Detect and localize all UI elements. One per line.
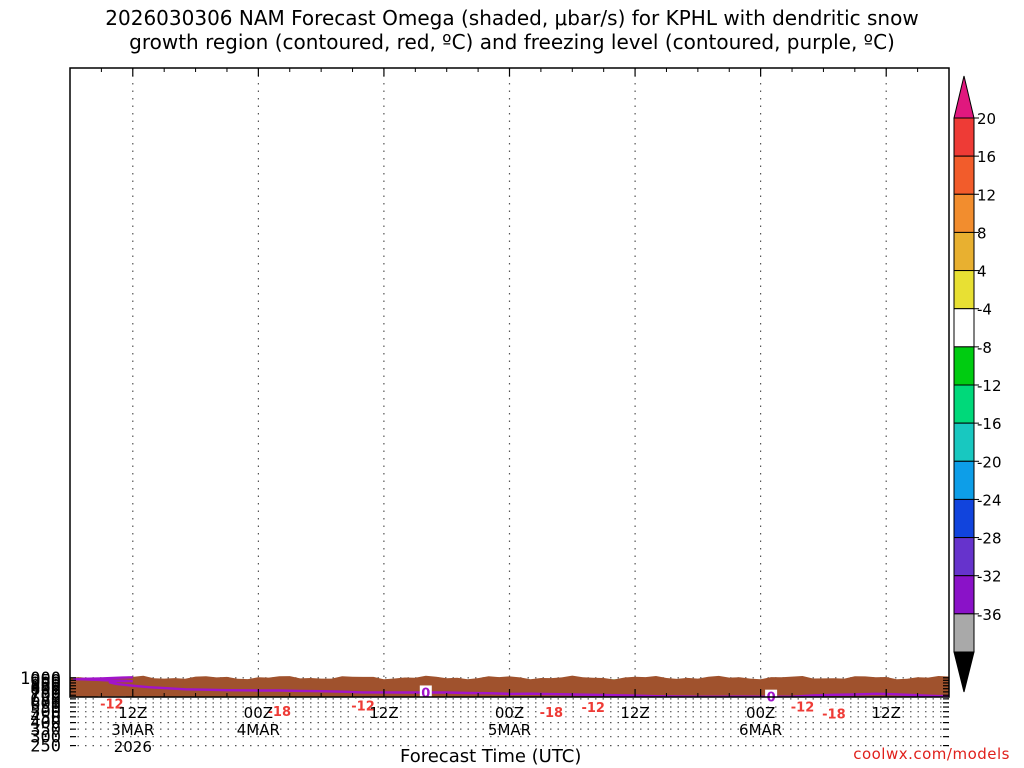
y-tick-label: 1000 bbox=[20, 669, 61, 689]
x-tick-label: 00Z bbox=[244, 704, 273, 722]
colorbar-swatch bbox=[953, 270, 975, 310]
y-tick-label: 850 bbox=[30, 677, 61, 697]
colorbar-swatch bbox=[953, 613, 975, 653]
colorbar-label: -36 bbox=[977, 606, 1002, 624]
colorbar-label: 16 bbox=[977, 148, 996, 166]
contour-freezing-level-label: 0 bbox=[421, 686, 430, 701]
contour-freezing-level bbox=[73, 677, 949, 697]
chart-title: 2026030306 NAM Forecast Omega (shaded, μ… bbox=[0, 6, 1024, 54]
x-tick-label: 12Z bbox=[118, 704, 147, 722]
colorbar-label: 4 bbox=[977, 263, 987, 281]
x-tick-label: 6MAR bbox=[739, 721, 782, 739]
x-axis-label: Forecast Time (UTC) bbox=[400, 746, 582, 767]
contour-freezing-level-label: 0 bbox=[767, 691, 776, 706]
contour-minus12-label-bg bbox=[579, 699, 608, 714]
colorbar-label: 8 bbox=[977, 224, 987, 242]
colorbar-bottom-arrow bbox=[953, 651, 975, 693]
contour-minus18-label-bg bbox=[819, 706, 848, 721]
omega-shaded-area bbox=[461, 724, 465, 734]
omega-shaded-area bbox=[710, 715, 713, 718]
colorbar-top-arrow bbox=[953, 75, 975, 119]
contour-minus12-label-bg bbox=[788, 699, 817, 714]
colorbar-label: -20 bbox=[977, 453, 1002, 471]
y-tick-label: 400 bbox=[30, 714, 61, 734]
x-tick-label: 5MAR bbox=[488, 721, 531, 739]
colorbar-swatch bbox=[953, 117, 975, 157]
colorbar-label: 12 bbox=[977, 186, 996, 204]
y-tick-label: 450 bbox=[30, 708, 61, 728]
y-tick-label: 950 bbox=[30, 671, 61, 691]
omega-shaded-area bbox=[394, 726, 398, 736]
x-tick-label: 00Z bbox=[495, 704, 524, 722]
colorbar-swatch bbox=[953, 193, 975, 233]
y-tick-label: 550 bbox=[30, 698, 61, 718]
x-tick-label: 12Z bbox=[369, 704, 398, 722]
contour-minus18-label: -18 bbox=[268, 705, 292, 720]
contour-minus12-label: -12 bbox=[351, 700, 375, 715]
omega-shaded-area bbox=[471, 706, 474, 711]
omega-shaded-area bbox=[362, 732, 374, 750]
omega-shaded-area bbox=[391, 723, 400, 742]
colorbar-swatch bbox=[953, 422, 975, 462]
colorbar-swatch bbox=[953, 537, 975, 577]
omega-shaded-area bbox=[469, 704, 476, 715]
x-tick-label: 4MAR bbox=[237, 721, 280, 739]
contour-minus12-label-bg bbox=[349, 698, 377, 713]
colorbar-label: -8 bbox=[977, 339, 992, 357]
x-tick-label: 00Z bbox=[746, 704, 775, 722]
chart-title-line-1: 2026030306 NAM Forecast Omega (shaded, μ… bbox=[105, 6, 919, 30]
y-tick-label: 750 bbox=[30, 683, 61, 703]
y-tick-label: 800 bbox=[30, 680, 61, 700]
colorbar-swatch bbox=[953, 155, 975, 195]
contour-minus18-label-bg bbox=[537, 704, 566, 719]
colorbar-label: -24 bbox=[977, 491, 1002, 509]
colorbar-label: -12 bbox=[977, 377, 1002, 395]
colorbar-swatch bbox=[953, 231, 975, 272]
y-tick-label: 700 bbox=[30, 686, 61, 706]
chart-title-line-2: growth region (contoured, red, ºC) and f… bbox=[129, 30, 895, 54]
y-tick-label: 500 bbox=[30, 703, 61, 723]
omega-shaded-area bbox=[712, 704, 714, 708]
colorbar-label: 20 bbox=[977, 110, 996, 128]
colorbar-label: -28 bbox=[977, 530, 1002, 548]
colorbar-label: -16 bbox=[977, 415, 1002, 433]
contour-minus18-label: -18 bbox=[822, 707, 846, 722]
plot-frame bbox=[69, 67, 950, 698]
y-tick-label: 350 bbox=[30, 720, 61, 740]
colorbar-label: -32 bbox=[977, 568, 1002, 586]
y-tick-label: 300 bbox=[30, 728, 61, 748]
x-tick-label: 12Z bbox=[620, 704, 649, 722]
y-tick-label: 650 bbox=[30, 690, 61, 710]
contour-minus12-label: -12 bbox=[791, 701, 815, 716]
colorbar-swatch bbox=[953, 575, 975, 615]
contour-minus18-label: -18 bbox=[540, 706, 564, 721]
contour-freezing-level-lower bbox=[80, 676, 133, 683]
contour-minus18-label-bg bbox=[265, 704, 294, 719]
colorbar-swatch bbox=[953, 460, 975, 500]
contour-freezing-level-label-bg bbox=[419, 685, 432, 700]
y-tick-label: 900 bbox=[30, 674, 61, 694]
contour-minus12-label: -12 bbox=[100, 697, 124, 712]
colorbar-label: -4 bbox=[977, 301, 992, 319]
colorbar-swatch bbox=[953, 498, 975, 539]
x-tick-label: 3MAR bbox=[111, 721, 154, 739]
y-tick-label: 250 bbox=[30, 737, 61, 757]
omega-shaded-area bbox=[464, 726, 465, 732]
y-tick-label: 600 bbox=[30, 694, 61, 714]
x-tick-label: 2026 bbox=[114, 738, 152, 756]
contour-minus12-label: -12 bbox=[581, 701, 605, 716]
colorbar-swatch bbox=[953, 346, 975, 386]
contour-minus12-label-bg bbox=[97, 696, 126, 711]
colorbar-swatch bbox=[953, 308, 975, 348]
credit-text: coolwx.com/models bbox=[853, 745, 1010, 763]
colorbar-swatch bbox=[953, 384, 975, 424]
x-tick-label: 12Z bbox=[872, 704, 901, 722]
